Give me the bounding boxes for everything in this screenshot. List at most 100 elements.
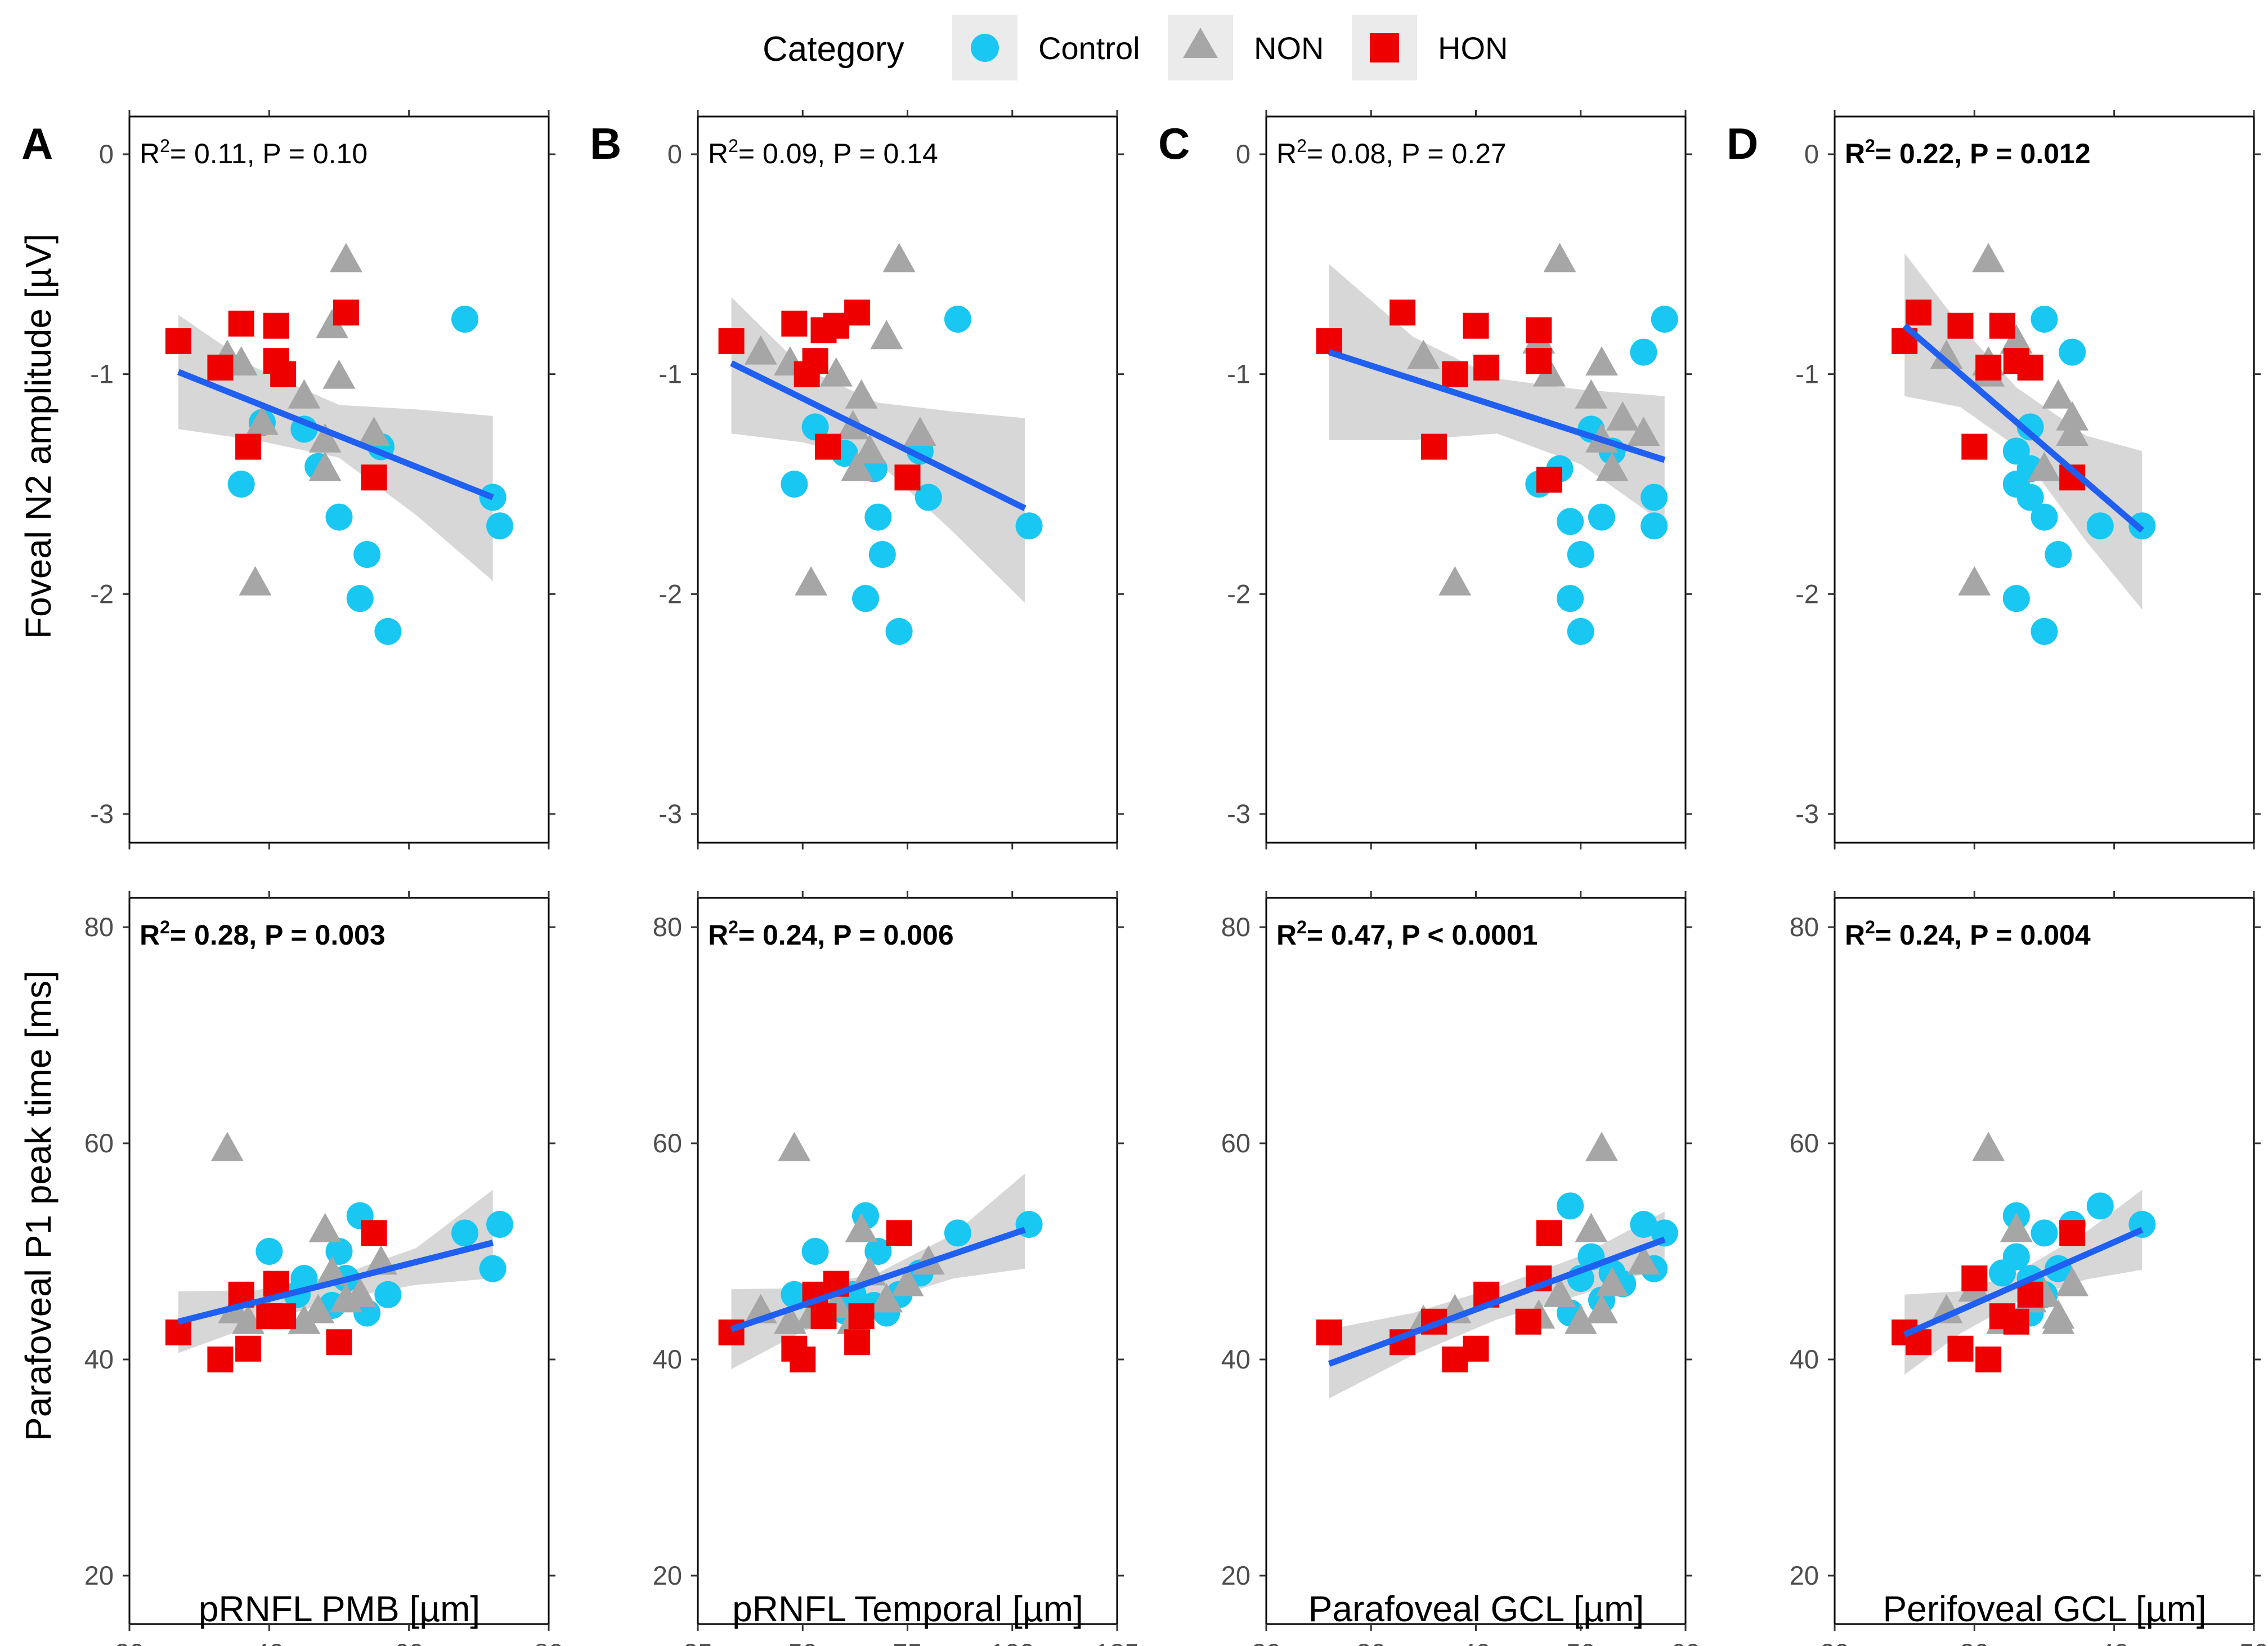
point-control <box>801 413 829 441</box>
panel-letter-c: C <box>1158 119 1190 168</box>
panel-bottom-c: 20 40 60 80 20 30 40 50 60 R2= 0.47, P < 0.0001 <box>1221 891 1700 1646</box>
point-hon <box>235 1335 262 1362</box>
point-control <box>486 512 514 540</box>
x-tick-label: 30 <box>1960 1638 1989 1646</box>
panel-bottom-b: 20 40 60 80 25 50 75 100 125 R2= 0.24, P = 0.006 <box>653 891 1139 1646</box>
legend-label-hon: HON <box>1438 30 1508 66</box>
point-non <box>795 566 828 596</box>
point-hon <box>2003 1308 2029 1335</box>
x-tick-label: 30 <box>1356 1638 1386 1646</box>
point-control <box>801 1238 829 1265</box>
y-axis-title-top: Foveal N2 amplitude [µV] <box>18 234 59 639</box>
point-hon <box>1473 354 1500 381</box>
point-control <box>852 585 879 612</box>
point-control <box>1641 484 1668 511</box>
regression-line <box>1328 1236 1666 1367</box>
y-tick-label: 20 <box>84 1560 114 1590</box>
point-control <box>1989 1259 2016 1287</box>
stat-annotation: R2= 0.11, P = 0.10 <box>140 136 367 169</box>
legend-label-non: NON <box>1254 30 1324 66</box>
regression-line <box>1328 349 1666 463</box>
point-hon <box>1975 1347 2002 1372</box>
point-non <box>1543 243 1576 272</box>
point-hon <box>844 299 871 326</box>
point-control <box>1557 1192 1584 1220</box>
point-control <box>486 1211 514 1238</box>
x-tick-label: 40 <box>1461 1638 1490 1646</box>
annot-superscript: 2 <box>1865 136 1875 156</box>
y-tick-label: 20 <box>1790 1560 1819 1590</box>
x-tick-label: 125 <box>1095 1638 1139 1646</box>
x-axis-title-d: Perifoveal GCL [µm] <box>1882 1589 2206 1629</box>
point-hon <box>810 1303 837 1330</box>
point-non <box>819 357 853 387</box>
point-control <box>2086 1192 2114 1220</box>
point-non <box>1972 1131 2005 1161</box>
y-tick-label: -3 <box>658 799 682 829</box>
point-hon <box>1442 361 1468 387</box>
annot-superscript: 2 <box>1297 917 1307 937</box>
x-axis-title-b: pRNFL Temporal [µm] <box>732 1589 1083 1629</box>
point-control <box>1557 508 1584 535</box>
y-tick-label: 0 <box>1804 139 1819 169</box>
point-non <box>2056 1267 2089 1296</box>
x-tick-label: 20 <box>115 1638 144 1646</box>
point-control <box>2059 338 2086 366</box>
point-non <box>210 1131 244 1161</box>
regression-line <box>730 360 1027 511</box>
point-hon <box>1421 433 1447 460</box>
point-non <box>1930 1294 1963 1323</box>
point-control <box>2031 1219 2058 1247</box>
x-axis-title-c: Parafoveal GCL [µm] <box>1308 1589 1644 1629</box>
point-hon <box>886 1220 912 1246</box>
legend-marker-hon <box>1370 33 1399 62</box>
point-control <box>2031 503 2058 531</box>
point-hon <box>1961 1265 1988 1291</box>
point-hon <box>1975 354 2002 381</box>
point-hon <box>1316 328 1342 355</box>
point-hon <box>270 361 297 387</box>
point-non <box>744 335 777 365</box>
annot-superscript: 2 <box>1297 136 1307 156</box>
point-hon <box>718 328 745 355</box>
legend-marker-non <box>1183 28 1218 58</box>
x-tick-label: 50 <box>1566 1638 1595 1646</box>
x-tick-label: 25 <box>683 1638 712 1646</box>
point-non <box>302 1294 335 1323</box>
point-hon <box>1947 1335 1974 1362</box>
point-non <box>1564 1304 1597 1334</box>
point-hon <box>228 310 254 337</box>
x-tick-label: 50 <box>788 1638 817 1646</box>
panels: 0-1-2-3R2= 0.11, P = 0.10 0-1-2-3R2= 0.09… <box>84 110 2268 1646</box>
point-non <box>2042 379 2075 409</box>
y-tick-label: 40 <box>1790 1344 1819 1374</box>
point-non <box>853 434 886 464</box>
point-non <box>357 417 391 446</box>
x-tick-label: 60 <box>1671 1638 1700 1646</box>
legend: Category Control NON HON <box>763 15 1508 80</box>
panel-top-d: 0 -1 -2 -3 R2= 0.22, P = 0.012 <box>1795 110 2261 849</box>
point-control <box>885 618 913 645</box>
point-control <box>374 618 402 645</box>
point-control <box>781 471 808 498</box>
point-control <box>2016 413 2044 441</box>
regression-line <box>1902 323 2144 533</box>
x-tick-label: 20 <box>1252 1638 1281 1646</box>
panel-letter-d: D <box>1727 119 1758 168</box>
x-tick-label: 100 <box>990 1638 1034 1646</box>
point-control <box>1567 541 1594 569</box>
stat-annotation: R2= 0.24, P = 0.004 <box>1845 917 2091 951</box>
point-non <box>1543 1277 1576 1307</box>
annot-r: R <box>1845 138 1865 169</box>
x-axis-title-a: pRNFL PMB [µm] <box>199 1589 480 1629</box>
point-control <box>1651 306 1678 333</box>
point-hon <box>790 1347 816 1372</box>
panel-bottom-a: 20 40 60 80 20 40 60 80 R2= 0.28, P = 0.003 <box>84 891 563 1646</box>
annot-values: = 0.09, P = 0.14 <box>738 138 938 169</box>
point-non <box>245 405 279 435</box>
point-hon <box>1989 312 2015 339</box>
panel-letter-b: B <box>590 119 621 168</box>
point-non <box>1972 243 2005 272</box>
point-control <box>227 471 255 498</box>
annot-r: R <box>1845 919 1865 951</box>
